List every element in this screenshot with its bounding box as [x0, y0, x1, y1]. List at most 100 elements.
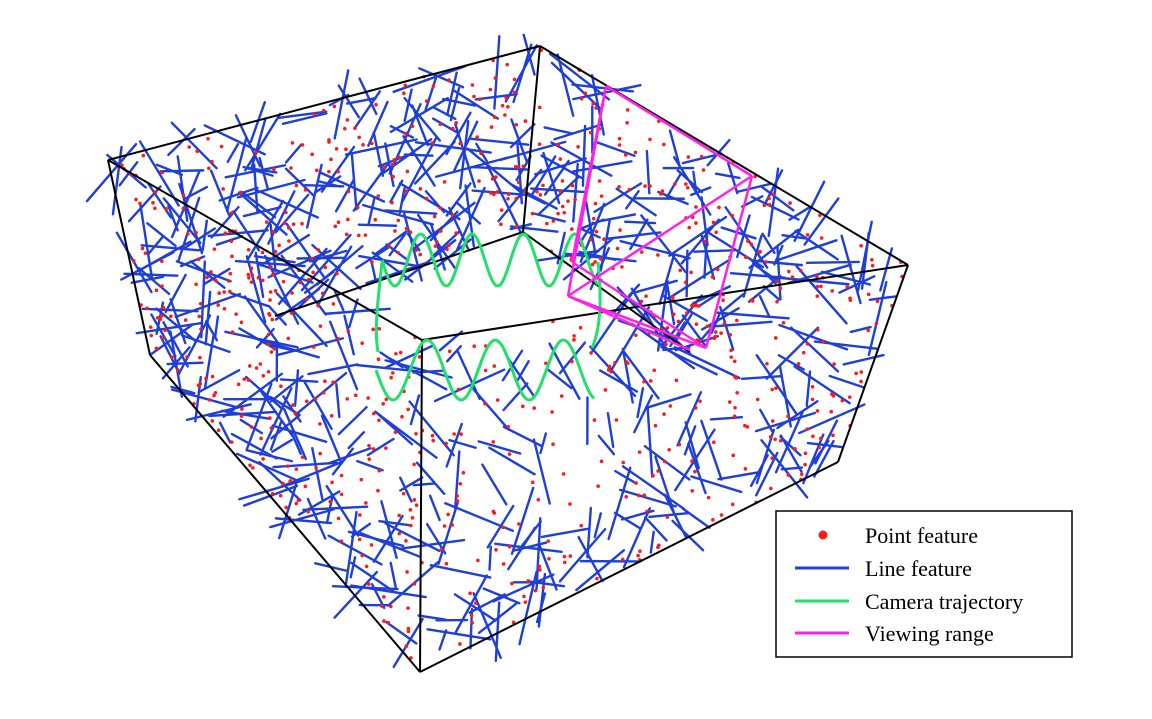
point-feature — [433, 244, 438, 248]
point-feature — [625, 108, 630, 112]
line-feature — [493, 542, 563, 554]
point-feature — [141, 153, 146, 158]
line-feature — [703, 233, 709, 279]
point-feature — [533, 588, 538, 593]
line-feature — [226, 143, 240, 164]
point-feature — [206, 136, 210, 141]
point-feature — [636, 553, 640, 558]
line-feature — [788, 205, 812, 221]
point-feature — [410, 124, 415, 129]
point-feature — [757, 250, 761, 255]
line-feature — [795, 265, 848, 325]
point-feature — [271, 229, 275, 234]
point-feature — [617, 136, 622, 141]
point-feature — [402, 91, 406, 96]
point-feature — [778, 438, 783, 443]
point-feature — [769, 486, 773, 491]
point-feature — [153, 190, 158, 194]
point-feature — [256, 275, 261, 280]
point-feature — [819, 236, 824, 240]
point-feature — [339, 539, 344, 543]
point-feature — [803, 451, 808, 456]
point-feature — [523, 119, 528, 123]
line-feature — [404, 239, 457, 281]
point-feature — [377, 326, 382, 331]
point-feature — [406, 407, 410, 412]
line-feature — [270, 413, 301, 440]
line-feature — [234, 114, 262, 168]
line-feature — [296, 371, 348, 415]
line-feature — [492, 573, 555, 603]
line-feature — [229, 291, 269, 308]
line-feature — [347, 431, 366, 450]
line-feature — [213, 315, 220, 339]
point-feature — [376, 488, 380, 493]
point-feature — [230, 330, 235, 335]
point-feature — [229, 239, 234, 244]
line-feature — [204, 290, 212, 346]
point-feature — [570, 183, 575, 188]
line-feature — [356, 363, 420, 373]
point-feature — [408, 230, 413, 235]
line-feature — [575, 549, 626, 592]
point-feature — [489, 125, 494, 129]
line-feature — [720, 226, 757, 240]
point-feature — [376, 357, 381, 361]
point-feature — [686, 155, 691, 159]
point-feature — [591, 101, 595, 106]
line-feature — [275, 292, 328, 348]
line-feature — [736, 182, 773, 193]
line-feature — [442, 97, 477, 107]
point-feature — [721, 298, 725, 302]
line-feature — [169, 298, 187, 345]
vertical-right-edge — [837, 264, 909, 463]
point-feature — [431, 438, 436, 443]
point-feature — [732, 359, 737, 364]
line-feature — [488, 446, 536, 476]
point-feature — [160, 259, 164, 264]
point-feature — [236, 382, 241, 387]
point-feature — [339, 473, 344, 478]
point-feature — [405, 570, 409, 574]
line-feature — [412, 369, 445, 374]
line-feature — [161, 346, 191, 380]
line-feature — [700, 419, 723, 481]
point-feature — [845, 285, 849, 289]
line-feature — [203, 124, 266, 156]
point-feature — [406, 606, 410, 610]
line-feature — [316, 245, 353, 307]
point-feature — [357, 135, 361, 140]
point-feature — [668, 404, 673, 408]
trajectory-upper-loop — [380, 232, 600, 288]
viewing-range — [566, 84, 754, 352]
point-feature — [606, 368, 611, 372]
point-feature — [615, 246, 620, 251]
line-feature — [840, 234, 862, 305]
point-feature — [387, 244, 392, 248]
point-feature — [456, 387, 461, 392]
line-feature — [367, 197, 376, 227]
top-back-right-edge — [539, 45, 909, 266]
point-feature — [438, 122, 443, 127]
point-feature — [316, 303, 321, 308]
line-feature — [389, 125, 415, 139]
point-feature — [370, 260, 374, 264]
line-feature — [614, 469, 637, 485]
line-feature — [230, 432, 278, 460]
line-feature — [708, 320, 773, 328]
point-feature — [357, 537, 362, 542]
line-feature — [269, 508, 335, 529]
line-feature — [666, 173, 682, 198]
point-feature — [289, 311, 294, 315]
line-feature — [633, 394, 654, 434]
point-feature — [333, 224, 338, 229]
point-feature — [377, 468, 382, 473]
point-feature — [329, 413, 334, 418]
point-feature — [261, 278, 265, 283]
line-feature — [378, 519, 411, 527]
line-feature — [259, 387, 293, 456]
point-feature — [699, 154, 704, 159]
point-feature — [656, 253, 660, 257]
point-feature — [511, 620, 516, 625]
point-feature — [446, 512, 450, 517]
